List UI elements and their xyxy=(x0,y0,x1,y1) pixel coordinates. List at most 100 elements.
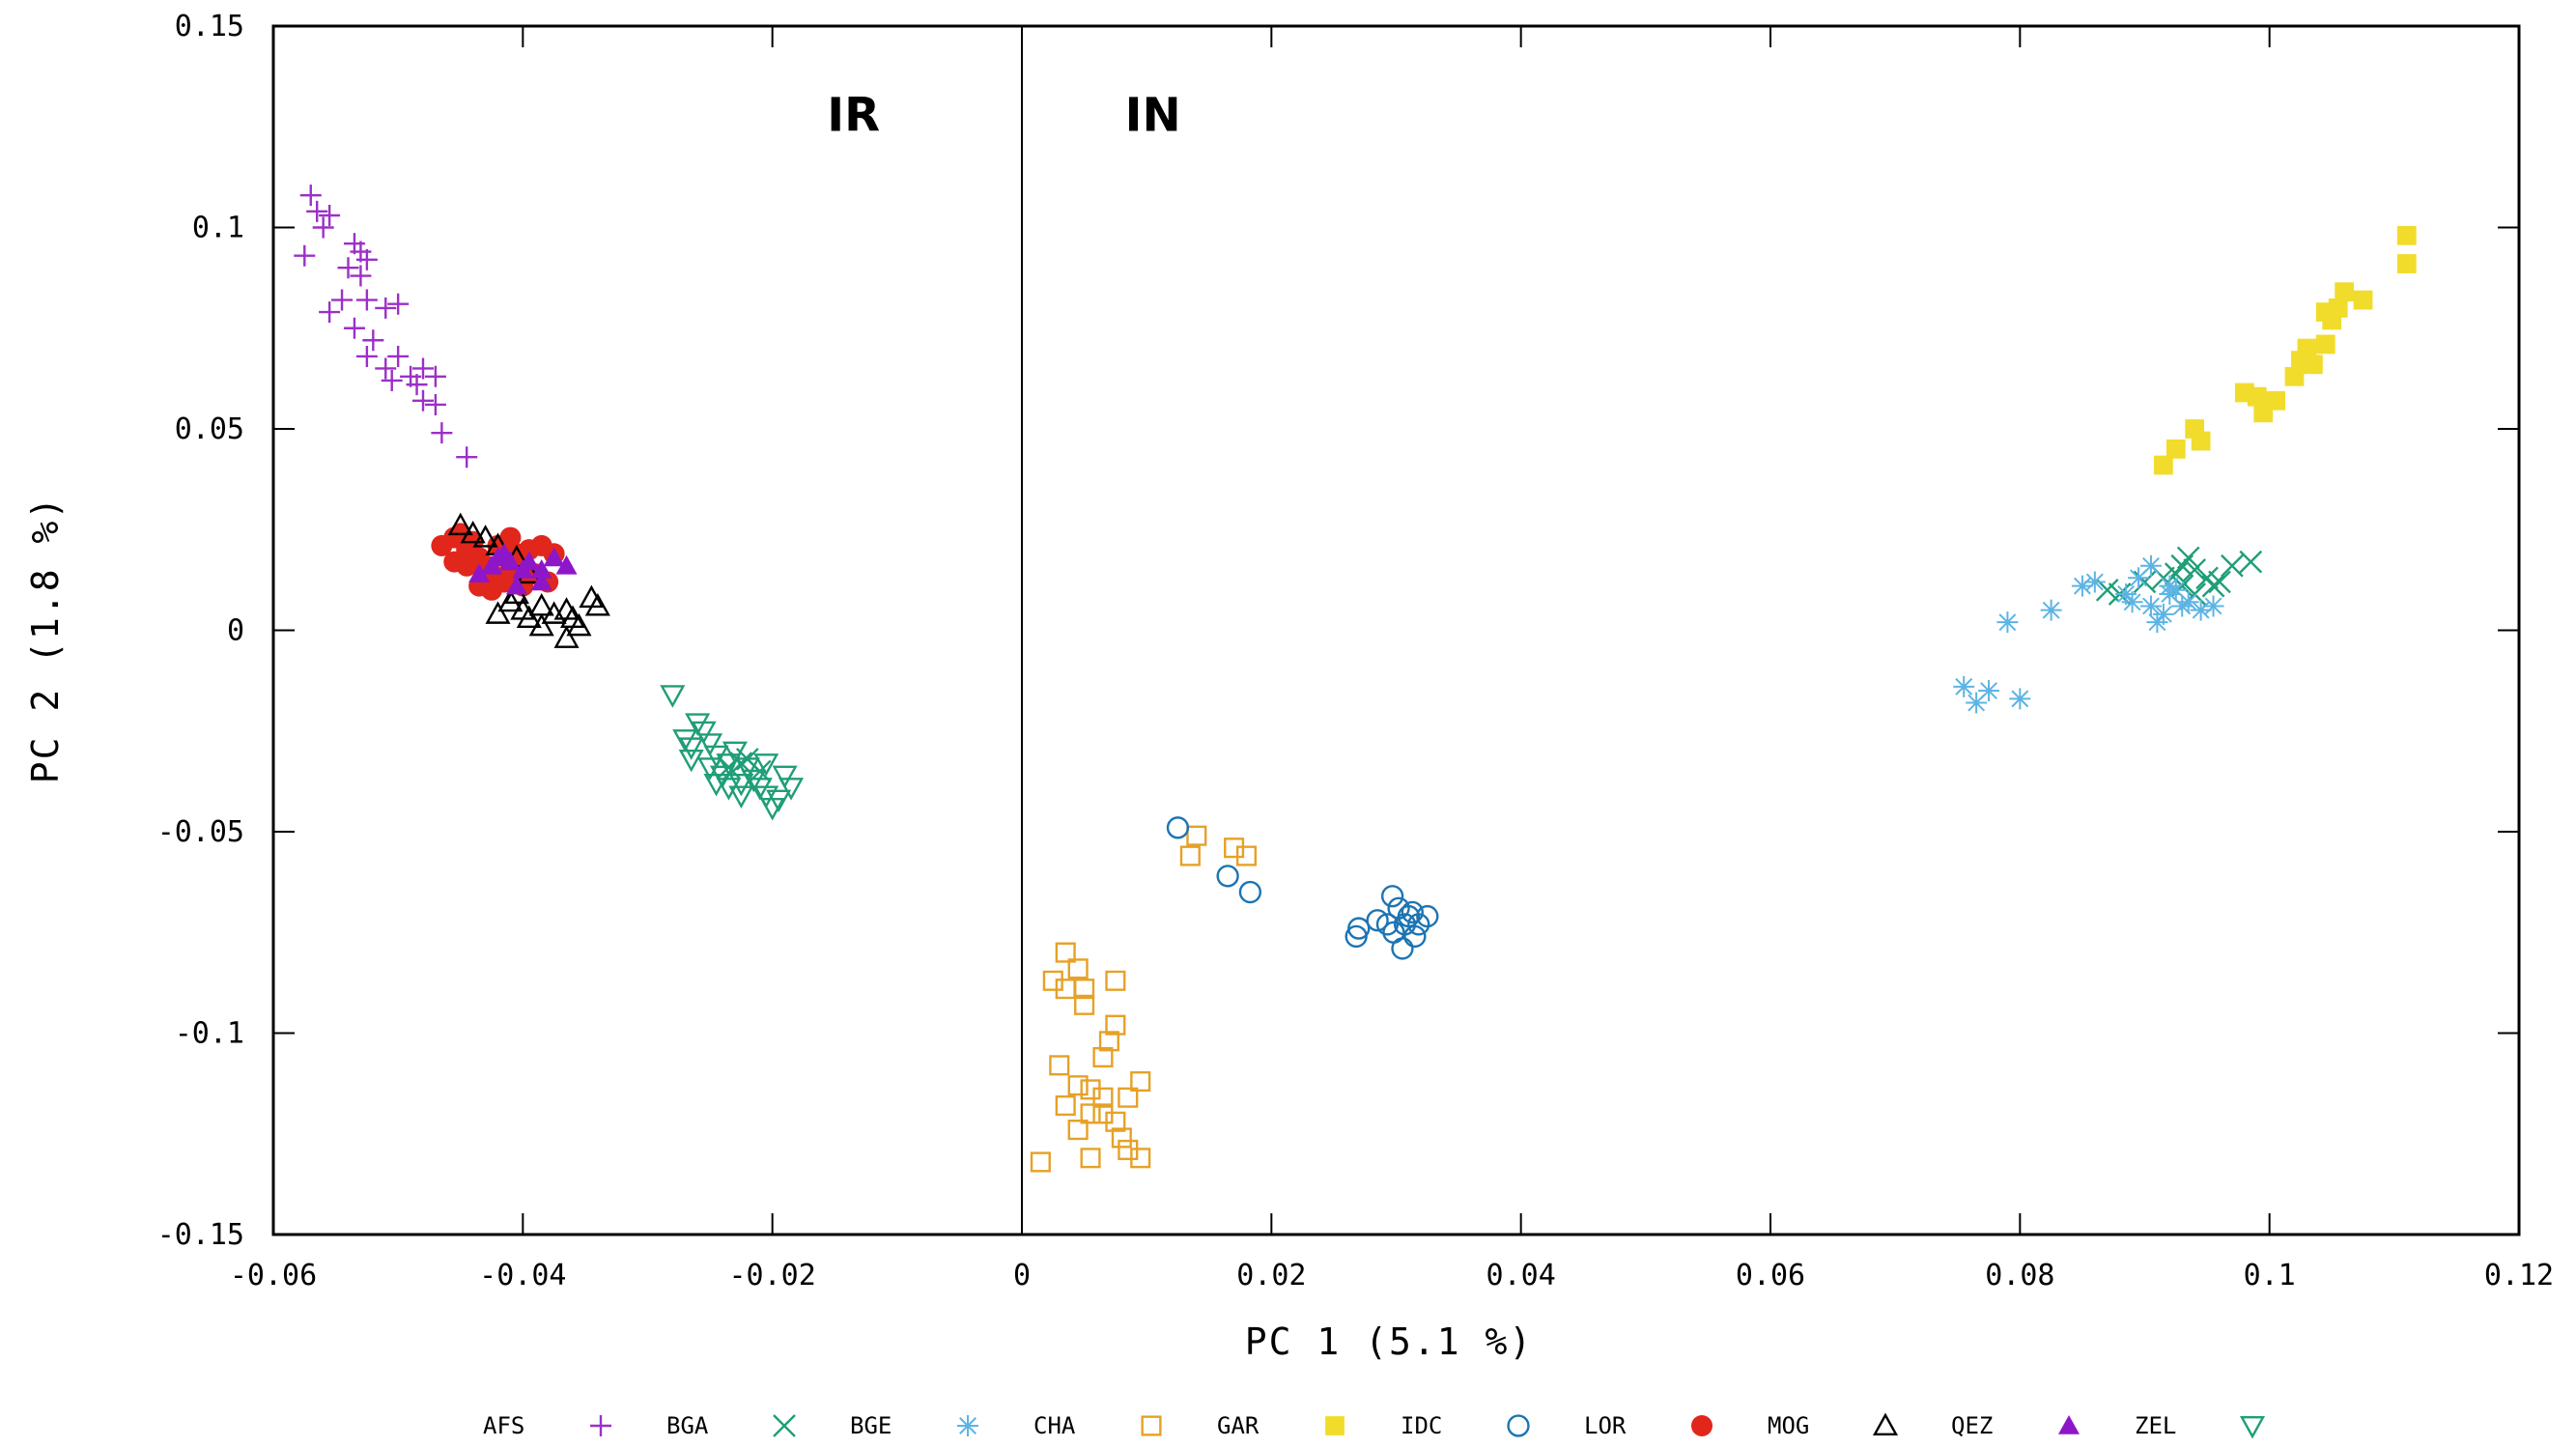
data-point-cha xyxy=(1179,845,1201,866)
data-point-idc xyxy=(1166,816,1190,839)
data-point-gar xyxy=(2328,298,2348,318)
data-point-idc xyxy=(1380,885,1404,908)
legend-label-mog: MOG xyxy=(1768,1412,1809,1439)
data-point-gar xyxy=(2153,455,2173,475)
data-point-bge xyxy=(2152,603,2174,625)
data-point-zel xyxy=(716,753,742,777)
x-axis-title: PC 1 (5.1 %) xyxy=(1245,1320,1534,1363)
data-point-cha xyxy=(1049,1055,1070,1076)
data-point-afs xyxy=(375,297,397,319)
data-point-afs xyxy=(431,422,453,444)
data-point-bge xyxy=(2146,611,2168,634)
data-point-gar xyxy=(2191,431,2211,451)
data-point-idc xyxy=(1375,913,1400,936)
legend-label-bga: BGA xyxy=(666,1412,709,1439)
data-point-cha xyxy=(1080,1148,1101,1169)
x-tick-label: -0.02 xyxy=(729,1259,816,1292)
data-point-zel xyxy=(716,778,742,801)
data-point-cha xyxy=(1080,1103,1101,1124)
legend-marker-bga xyxy=(773,1414,796,1437)
data-point-bge xyxy=(2009,688,2031,710)
series-qez xyxy=(468,543,578,595)
data-point-bge xyxy=(2177,591,2199,613)
data-point-zel xyxy=(772,765,798,789)
data-point-afs xyxy=(319,301,341,324)
data-point-idc xyxy=(1397,904,1421,928)
data-point-gar xyxy=(2396,225,2417,245)
data-point-afs xyxy=(331,289,354,311)
data-point-bga xyxy=(2221,554,2244,578)
data-point-afs xyxy=(412,389,434,412)
x-tick-label: 0.02 xyxy=(1236,1259,1306,1292)
data-point-zel xyxy=(778,778,805,801)
legend-label-lor: LOR xyxy=(1584,1412,1627,1439)
data-point-qez xyxy=(487,547,509,567)
legend-label-bge: BGE xyxy=(850,1412,892,1439)
data-point-afs xyxy=(355,345,378,367)
data-point-cha xyxy=(1067,958,1089,980)
data-point-mog xyxy=(472,525,498,548)
data-point-zel xyxy=(672,729,698,752)
legend-marker-idc xyxy=(1507,1414,1530,1437)
data-point-zel xyxy=(734,757,760,781)
data-point-cha xyxy=(1130,1070,1151,1093)
data-point-qez xyxy=(518,551,540,571)
legend-marker-mog xyxy=(1872,1412,1899,1436)
data-point-lor xyxy=(499,526,522,549)
legend-label-cha: CHA xyxy=(1033,1412,1076,1439)
data-point-bga xyxy=(2133,570,2157,594)
data-point-zel xyxy=(703,745,729,769)
data-point-bge xyxy=(2128,567,2150,589)
data-point-cha xyxy=(1105,1014,1126,1036)
data-point-idc xyxy=(1216,865,1239,888)
data-point-cha xyxy=(1111,1127,1132,1149)
data-point-bge xyxy=(2139,595,2162,617)
data-point-idc xyxy=(1238,880,1262,904)
data-point-cha xyxy=(1098,1031,1119,1052)
series-bga xyxy=(717,546,2263,783)
x-tick-label: 0.04 xyxy=(1486,1259,1556,1292)
data-point-mog xyxy=(584,593,610,616)
data-point-cha xyxy=(1235,845,1258,866)
data-point-idc xyxy=(1366,909,1389,932)
x-tick-label: 0.08 xyxy=(1985,1259,2054,1292)
series-mog xyxy=(447,512,610,648)
data-point-afs xyxy=(387,345,410,367)
data-point-cha xyxy=(1092,1087,1114,1108)
x-tick-label: 0.06 xyxy=(1736,1259,1805,1292)
data-point-bge xyxy=(1978,680,2000,702)
legend-marker-afs xyxy=(590,1415,611,1436)
data-point-bge xyxy=(2159,575,2181,597)
data-point-qez xyxy=(468,563,491,582)
data-point-gar xyxy=(2166,439,2186,459)
data-point-cha xyxy=(1105,1111,1126,1132)
data-point-bge xyxy=(2083,571,2106,593)
y-tick-label: -0.15 xyxy=(157,1218,244,1252)
data-point-zel xyxy=(697,757,723,781)
data-point-zel xyxy=(660,685,686,708)
data-point-bge xyxy=(2202,595,2224,617)
data-point-afs xyxy=(456,446,478,468)
data-point-afs xyxy=(387,293,410,315)
y-tick-label: -0.1 xyxy=(175,1017,244,1051)
data-point-zel xyxy=(709,765,736,789)
data-point-mog xyxy=(485,601,511,624)
data-point-bge xyxy=(2165,579,2187,601)
plot-frame xyxy=(271,24,2521,1236)
x-tick-label: -0.06 xyxy=(230,1259,317,1292)
data-point-afs xyxy=(424,393,446,415)
series-zel xyxy=(660,685,805,821)
data-point-mog xyxy=(447,512,473,536)
y-tick-label: 0.05 xyxy=(175,412,244,446)
data-point-afs xyxy=(306,200,328,222)
data-point-afs xyxy=(424,365,446,387)
legend-marker-bge xyxy=(957,1415,978,1436)
data-point-zel xyxy=(678,749,704,773)
data-point-gar xyxy=(2315,334,2335,355)
data-point-bge xyxy=(1966,692,1988,714)
data-point-zel xyxy=(766,789,792,813)
data-point-afs xyxy=(355,248,378,270)
data-point-afs xyxy=(406,374,428,396)
data-point-idc xyxy=(1403,924,1427,949)
